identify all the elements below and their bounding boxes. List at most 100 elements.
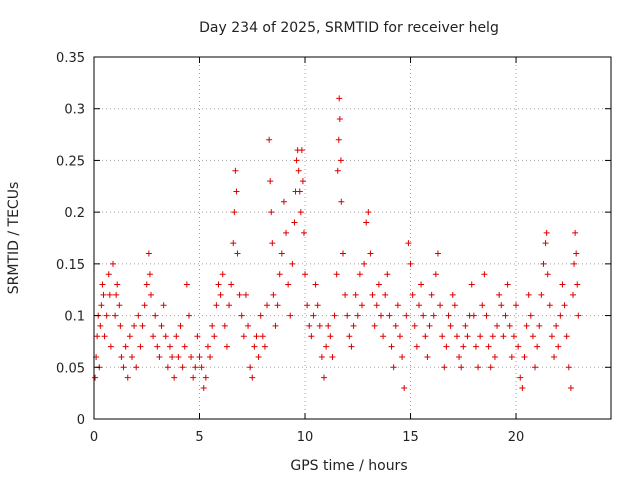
data-point bbox=[567, 384, 574, 391]
data-point bbox=[373, 302, 380, 309]
data-point bbox=[352, 291, 359, 298]
y-tick-label: 0.3 bbox=[64, 103, 85, 118]
data-point bbox=[348, 343, 355, 350]
y-tick-label: 0.25 bbox=[56, 154, 85, 169]
data-point bbox=[426, 322, 433, 329]
data-point bbox=[285, 281, 292, 288]
data-point bbox=[570, 291, 577, 298]
data-point bbox=[346, 333, 353, 340]
data-point bbox=[92, 374, 99, 381]
y-axis-label: SRMTID / TECUs bbox=[6, 182, 22, 295]
data-point bbox=[460, 343, 467, 350]
data-point bbox=[255, 353, 262, 360]
data-point bbox=[335, 136, 342, 143]
data-point bbox=[175, 353, 182, 360]
data-point bbox=[287, 312, 294, 319]
data-point bbox=[207, 353, 214, 360]
data-point bbox=[500, 333, 507, 340]
data-point bbox=[177, 322, 184, 329]
data-point bbox=[350, 322, 357, 329]
data-point bbox=[298, 147, 305, 154]
data-point bbox=[150, 333, 157, 340]
data-point bbox=[462, 322, 469, 329]
data-point bbox=[475, 364, 482, 371]
data-point bbox=[575, 312, 582, 319]
data-point bbox=[386, 312, 393, 319]
data-point bbox=[464, 333, 471, 340]
data-point bbox=[468, 281, 475, 288]
data-point bbox=[259, 333, 266, 340]
data-point bbox=[496, 291, 503, 298]
data-point bbox=[574, 281, 581, 288]
y-tick-label: 0 bbox=[77, 413, 85, 428]
data-point bbox=[310, 312, 317, 319]
data-point bbox=[211, 333, 218, 340]
data-point bbox=[527, 312, 534, 319]
data-point bbox=[420, 312, 427, 319]
data-point bbox=[295, 167, 302, 174]
data-point bbox=[240, 333, 247, 340]
data-point bbox=[267, 178, 274, 185]
data-point bbox=[380, 333, 387, 340]
y-tick-label: 0.05 bbox=[56, 361, 85, 376]
data-point bbox=[269, 240, 276, 247]
x-tick-label: 10 bbox=[297, 430, 314, 445]
data-point bbox=[430, 312, 437, 319]
data-point bbox=[388, 343, 395, 350]
data-point bbox=[270, 291, 277, 298]
data-point bbox=[390, 364, 397, 371]
data-point bbox=[392, 322, 399, 329]
data-point bbox=[525, 291, 532, 298]
data-point bbox=[477, 333, 484, 340]
data-point bbox=[314, 302, 321, 309]
data-point bbox=[342, 291, 349, 298]
data-point bbox=[538, 291, 545, 298]
data-point bbox=[219, 271, 226, 278]
data-point bbox=[261, 343, 268, 350]
data-point bbox=[365, 209, 372, 216]
data-point bbox=[340, 250, 347, 257]
data-point bbox=[179, 364, 186, 371]
data-point bbox=[200, 384, 207, 391]
data-point bbox=[401, 384, 408, 391]
data-point bbox=[249, 374, 256, 381]
data-point bbox=[109, 260, 116, 267]
data-point bbox=[510, 333, 517, 340]
data-point bbox=[405, 240, 412, 247]
x-tick-label: 15 bbox=[402, 430, 419, 445]
data-point bbox=[443, 343, 450, 350]
data-point bbox=[272, 322, 279, 329]
data-point bbox=[226, 302, 233, 309]
data-point bbox=[551, 353, 558, 360]
data-point bbox=[485, 343, 492, 350]
data-point bbox=[231, 209, 238, 216]
data-point bbox=[209, 322, 216, 329]
data-point bbox=[146, 271, 153, 278]
data-point bbox=[424, 353, 431, 360]
data-point bbox=[447, 322, 454, 329]
data-point bbox=[135, 312, 142, 319]
data-point bbox=[101, 333, 108, 340]
data-point bbox=[384, 271, 391, 278]
data-point bbox=[236, 291, 243, 298]
data-point bbox=[418, 281, 425, 288]
data-point bbox=[546, 302, 553, 309]
data-point bbox=[534, 343, 541, 350]
data-point bbox=[540, 260, 547, 267]
data-point bbox=[204, 343, 211, 350]
data-point bbox=[439, 333, 446, 340]
data-point bbox=[441, 364, 448, 371]
data-point bbox=[483, 312, 490, 319]
data-point bbox=[291, 219, 298, 226]
data-point bbox=[334, 167, 341, 174]
data-point bbox=[367, 250, 374, 257]
data-point bbox=[133, 364, 140, 371]
data-point bbox=[337, 157, 344, 164]
data-point bbox=[321, 374, 328, 381]
data-point bbox=[154, 343, 161, 350]
tick-layer: 0 0.05 0.1 0.15 0.2 0.25 0.3 0.35 0 5 10 15 20 bbox=[56, 51, 611, 445]
data-point bbox=[223, 343, 230, 350]
data-point bbox=[251, 343, 258, 350]
data-point bbox=[162, 333, 169, 340]
x-tick-label: 0 bbox=[90, 430, 98, 445]
